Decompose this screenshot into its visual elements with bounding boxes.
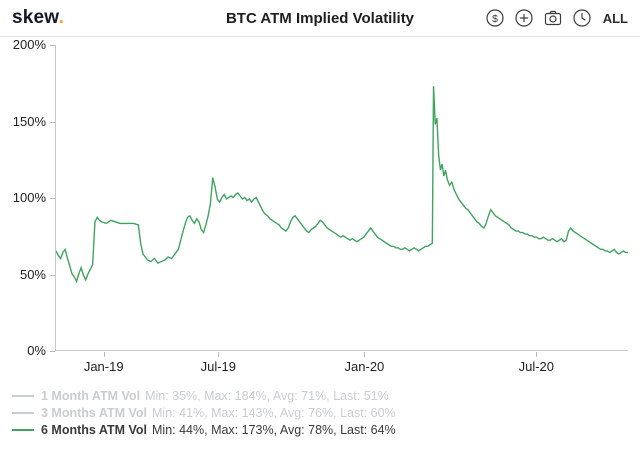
y-axis-label: 150% [12, 113, 46, 129]
legend-series-stats: Min: 44%, Max: 173%, Avg: 78%, Last: 64% [152, 422, 396, 437]
svg-text:$: $ [492, 13, 498, 25]
y-axis-tick [50, 121, 55, 123]
legend-item-6m[interactable]: 6 Months ATM Vol Min: 44%, Max: 173%, Av… [12, 421, 640, 438]
y-axis-label: 50% [19, 266, 46, 282]
range-all-button[interactable]: ALL [602, 10, 628, 26]
x-axis-tick [103, 352, 105, 357]
plot-region[interactable] [55, 45, 628, 351]
dollar-icon[interactable]: $ [485, 8, 505, 28]
legend-series-stats: Min: 41%, Max: 143%, Avg: 76%, Last: 60% [152, 405, 396, 420]
legend-series-stats: Min: 35%, Max: 184%, Avg: 71%, Last: 51% [145, 388, 389, 403]
x-axis-tick [536, 352, 538, 357]
legend-line-marker [12, 411, 34, 414]
y-axis-label: 200% [12, 37, 46, 52]
legend-item-3m[interactable]: 3 Months ATM Vol Min: 41%, Max: 143%, Av… [12, 404, 640, 421]
x-axis-tick [218, 352, 220, 357]
legend-series-name: 1 Month ATM Vol [41, 388, 141, 403]
legend-line-marker [12, 428, 34, 431]
x-axis-tick [364, 352, 366, 357]
camera-icon[interactable] [543, 8, 563, 28]
x-axis-label: Jan-20 [344, 359, 385, 374]
legend-line-marker [12, 394, 34, 397]
y-axis-tick [50, 198, 55, 199]
y-axis-label: 0% [27, 343, 46, 358]
x-axis-label: Jul-20 [518, 359, 555, 374]
logo-text: skew [12, 7, 59, 28]
volatility-line-chart [56, 45, 628, 350]
y-axis-label: 100% [12, 190, 46, 205]
clock-icon[interactable] [572, 8, 592, 28]
app-header: skew. BTC ATM Implied Volatility $ ALL [0, 0, 640, 37]
legend-series-name: 3 Months ATM Vol [41, 405, 148, 420]
skew-logo[interactable]: skew. [12, 7, 64, 29]
legend-series-name: 6 Months ATM Vol [41, 422, 148, 437]
x-axis-label: Jul-19 [200, 359, 237, 374]
y-axis-tick [50, 351, 55, 352]
chart-legend: 1 Month ATM Vol Min: 35%, Max: 184%, Avg… [0, 381, 640, 438]
y-axis-tick [50, 274, 55, 276]
page-title: BTC ATM Implied Volatility [225, 9, 415, 27]
header-toolbar: $ ALL [485, 8, 628, 28]
plus-circle-icon[interactable] [514, 8, 534, 28]
legend-item-1m[interactable]: 1 Month ATM Vol Min: 35%, Max: 184%, Avg… [12, 387, 640, 404]
x-axis-label: Jan-19 [83, 359, 124, 374]
chart-area: 0% 50% 100% 150% 200% Jan-19 Jul-19 Jan-20 Jul-2… [0, 37, 640, 381]
y-axis-tick [50, 45, 55, 46]
logo-dot: . [58, 7, 65, 28]
